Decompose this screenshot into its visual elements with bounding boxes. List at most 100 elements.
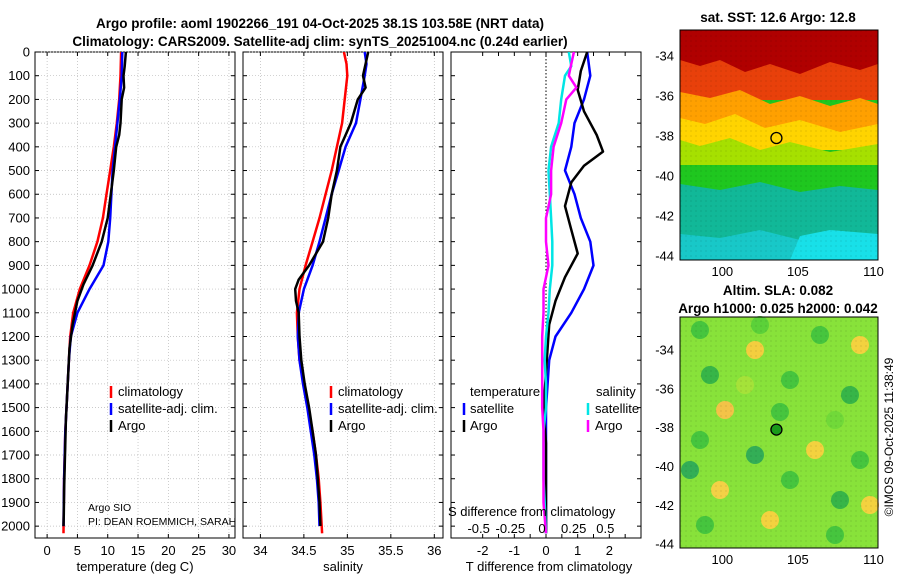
map-lat-tick-label: -34 xyxy=(655,343,674,358)
temperature-series xyxy=(62,52,128,534)
x-tick-label: -1 xyxy=(509,543,521,558)
sst-texture xyxy=(680,30,878,260)
map-lon-tick-label: 105 xyxy=(787,264,809,279)
depth-tick-label: 600 xyxy=(8,187,30,202)
salinity-series xyxy=(293,52,370,534)
map-lat-tick-label: -34 xyxy=(655,49,674,64)
x-tick-label: 0 xyxy=(542,543,549,558)
map-lon-tick-label: 100 xyxy=(711,552,733,567)
depth-tick-label: 700 xyxy=(8,210,30,225)
depth-tick-label: 900 xyxy=(8,258,30,273)
map-lat-tick-label: -44 xyxy=(655,249,674,264)
depth-tick-label: 1200 xyxy=(1,329,30,344)
legend-label-argo: Argo xyxy=(118,418,145,433)
legend-label-satellite: satellite-adj. clim. xyxy=(118,401,218,416)
map-lat-tick-label: -40 xyxy=(655,169,674,184)
depth-tick-label: 400 xyxy=(8,139,30,154)
temperature-legend: climatology satellite-adj. clim. Argo xyxy=(109,384,218,433)
salinity-difference-tick-label: 0.25 xyxy=(561,521,586,536)
map-lon-tick-label: 110 xyxy=(863,264,884,279)
x-tick-label: 36 xyxy=(427,543,441,558)
sst-argo-location-marker xyxy=(770,131,783,145)
figure-title-line2: Climatology: CARS2009. Satellite-adj cli… xyxy=(72,34,567,49)
sla-map-frame xyxy=(679,316,879,549)
sst-map xyxy=(679,29,879,261)
salinity-difference-tick-label: 0 xyxy=(538,521,545,536)
temperature-difference-axis-label: T difference from climatology xyxy=(466,559,633,574)
legend-title-temperature: temperature xyxy=(470,384,540,399)
map-lat-tick-label: -40 xyxy=(655,459,674,474)
depth-tick-label: 1700 xyxy=(1,448,30,463)
map-lat-tick-label: -42 xyxy=(655,209,674,224)
depth-tick-label: 1300 xyxy=(1,353,30,368)
temperature-panel xyxy=(34,51,236,539)
depth-tick-label: 800 xyxy=(8,234,30,249)
sst-map-frame xyxy=(679,29,879,261)
depth-tick-label: 1000 xyxy=(1,282,30,297)
x-tick-label: 1 xyxy=(574,543,581,558)
difference-legend: temperature salinity satellite Argo sate… xyxy=(462,384,639,433)
depth-tick-label: 300 xyxy=(8,116,30,131)
salinity-panel xyxy=(242,51,444,539)
depth-tick-label: 1600 xyxy=(1,424,30,439)
temperature-axis-label: temperature (deg C) xyxy=(76,559,193,574)
x-tick-label: 35.5 xyxy=(378,543,403,558)
sla-map-title-line2: Argo h1000: 0.025 h2000: 0.042 xyxy=(678,301,878,316)
legend-label-temp-argo: Argo xyxy=(470,418,497,433)
map-lat-tick-label: -36 xyxy=(655,89,674,104)
depth-tick-label: 1400 xyxy=(1,376,30,391)
x-tick-label: 2 xyxy=(606,543,613,558)
x-tick-label: 34.5 xyxy=(291,543,316,558)
x-tick-label: 0 xyxy=(44,543,51,558)
sst-map-title: sat. SST: 12.6 Argo: 12.8 xyxy=(700,10,856,25)
salinity-axis-label: salinity xyxy=(323,559,363,574)
x-tick-label: 25 xyxy=(191,543,205,558)
map-lat-tick-label: -38 xyxy=(655,420,674,435)
depth-tick-label: 1500 xyxy=(1,400,30,415)
depth-tick-label: 100 xyxy=(8,68,30,83)
argo-institution-note: Argo SIO xyxy=(88,502,131,514)
difference-series xyxy=(540,52,605,534)
depth-tick-label: 2000 xyxy=(1,519,30,534)
argo-pi-note: PI: DEAN ROEMMICH, SARAH xyxy=(88,516,236,528)
salinity-difference-tick-label: -0.25 xyxy=(496,521,526,536)
x-tick-label: 34 xyxy=(253,543,267,558)
imos-watermark: ©IMOS 09-Oct-2025 11:38:49 xyxy=(882,357,896,516)
legend-label-sal-satellite: satellite xyxy=(595,401,639,416)
salinity-difference-axis-label: S difference from climatology xyxy=(448,504,616,519)
x-tick-label: 5 xyxy=(74,543,81,558)
x-tick-label: 35 xyxy=(340,543,354,558)
depth-tick-label: 1100 xyxy=(2,305,30,320)
map-lon-tick-label: 110 xyxy=(863,552,884,567)
x-tick-label: 15 xyxy=(131,543,145,558)
depth-tick-label: 200 xyxy=(8,92,30,107)
sla-argo-location-marker xyxy=(770,423,783,436)
x-tick-label: 10 xyxy=(100,543,114,558)
series-line-argo xyxy=(62,52,128,527)
depth-tick-label: 0 xyxy=(23,45,30,60)
salinity-legend: climatology satellite-adj. clim. Argo xyxy=(329,384,438,433)
map-lat-tick-label: -38 xyxy=(655,129,674,144)
series-line-temperature-argo xyxy=(543,52,605,534)
salinity-difference-tick-label: -0.5 xyxy=(467,521,489,536)
x-tick-label: 20 xyxy=(161,543,175,558)
salinity-grid xyxy=(243,51,443,538)
depth-tick-label: 1900 xyxy=(1,495,30,510)
map-lat-tick-label: -36 xyxy=(655,381,674,396)
series-line-salinity-argo xyxy=(540,52,578,534)
map-lon-tick-label: 100 xyxy=(711,264,733,279)
x-tick-label: 30 xyxy=(222,543,236,558)
legend-label-argo: Argo xyxy=(338,418,365,433)
legend-title-salinity: salinity xyxy=(596,384,636,399)
salinity-difference-tick-label: 0.5 xyxy=(596,521,614,536)
legend-label-climatology: climatology xyxy=(338,384,404,399)
map-lat-tick-label: -42 xyxy=(655,498,674,513)
figure-title-line1: Argo profile: aoml 1902266_191 04-Oct-20… xyxy=(96,16,544,31)
sla-map xyxy=(679,316,879,549)
legend-label-climatology: climatology xyxy=(118,384,184,399)
legend-label-satellite: satellite-adj. clim. xyxy=(338,401,438,416)
legend-label-temp-satellite: satellite xyxy=(470,401,514,416)
map-lon-tick-label: 105 xyxy=(787,552,809,567)
series-line-argo xyxy=(293,52,370,527)
